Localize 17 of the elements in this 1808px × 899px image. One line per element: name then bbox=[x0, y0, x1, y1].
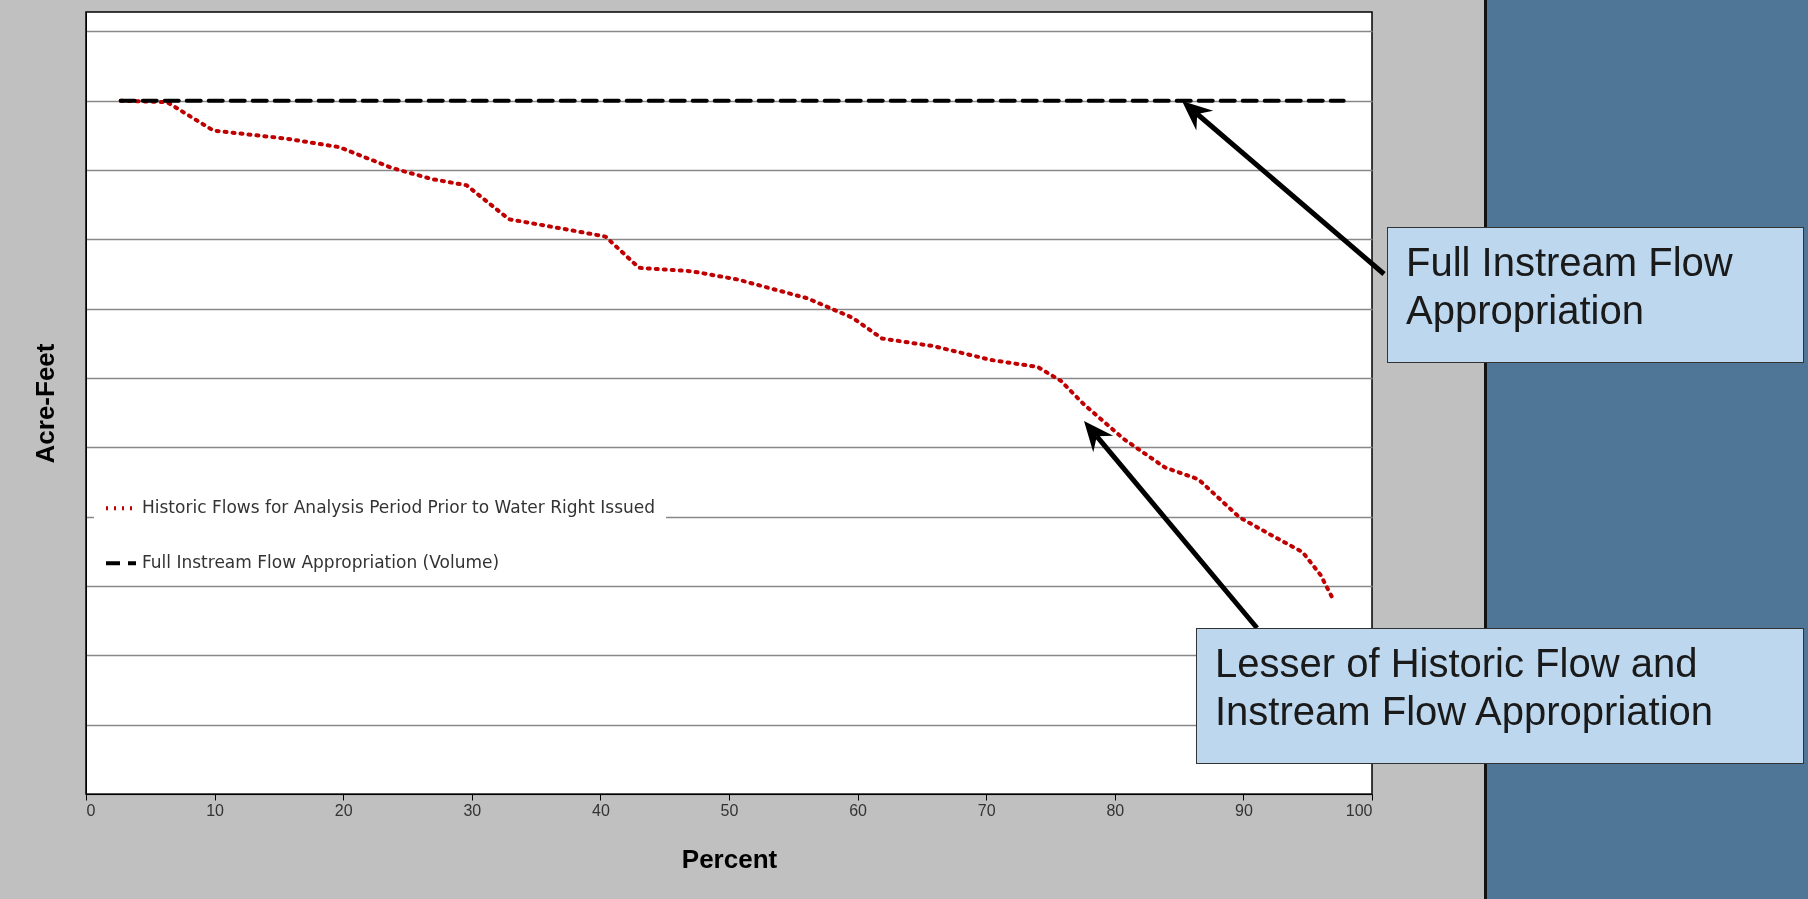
y-axis-title: Acre-Feet bbox=[29, 343, 60, 464]
x-axis-title: Percent bbox=[681, 843, 778, 874]
x-tick-label: 10 bbox=[206, 801, 225, 819]
annotation: Lesser of Historic Flow and Instream Flow Appropriation bbox=[1196, 628, 1804, 764]
x-tick-label: 100 bbox=[1345, 801, 1373, 819]
legend-label: Full Instream Flow Appropriation (Volume) bbox=[142, 552, 500, 573]
x-tick-label: 90 bbox=[1235, 801, 1253, 819]
x-tick-label: 20 bbox=[334, 801, 353, 819]
x-tick-label: 40 bbox=[592, 801, 610, 819]
x-tick-label: 60 bbox=[849, 801, 868, 819]
x-tick-label: 70 bbox=[977, 801, 996, 819]
text: Full Instream Flow Appropriation bbox=[1387, 227, 1804, 363]
legend-label: Historic Flows for Analysis Period Prior to Water Right Issued bbox=[142, 497, 656, 518]
x-tick-label: 80 bbox=[1106, 801, 1125, 819]
x-tick-label: 0 bbox=[86, 801, 96, 819]
x-tick-label: 50 bbox=[720, 801, 739, 819]
x-tick-label: 30 bbox=[463, 801, 482, 819]
